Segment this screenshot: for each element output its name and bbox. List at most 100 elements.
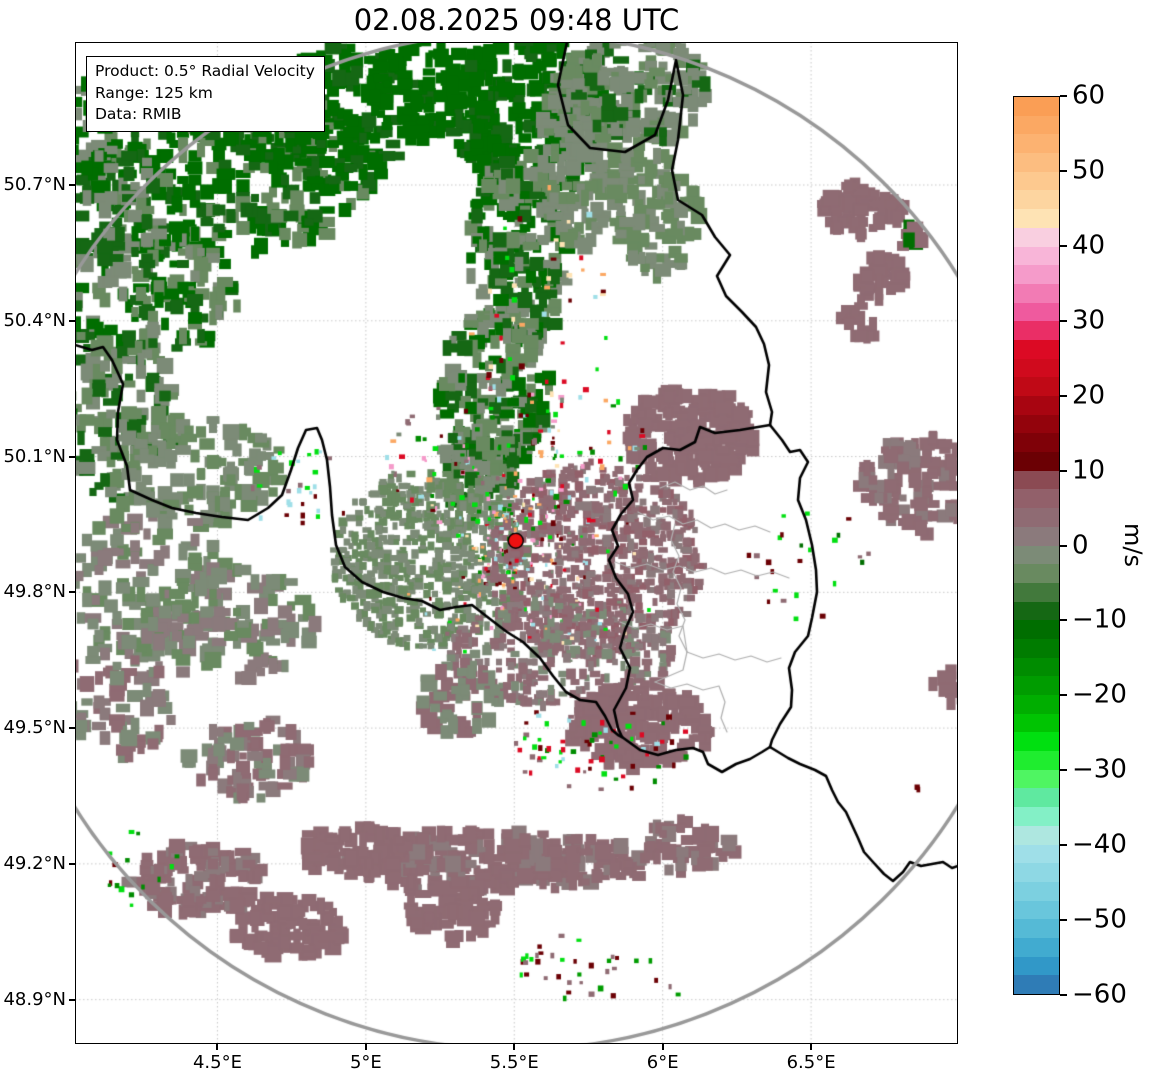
colorbar-band [1014, 339, 1059, 359]
colorbar-band [1014, 265, 1059, 284]
colorbar-tickmark [1060, 544, 1067, 547]
colorbar-tick-label: −60 [1072, 979, 1127, 1010]
colorbar-band [1014, 190, 1059, 210]
colorbar-band [1014, 414, 1059, 434]
colorbar-band [1014, 246, 1059, 266]
colorbar-band [1014, 227, 1059, 247]
y-axis-tickmark [69, 862, 75, 865]
plot-title: 02.08.2025 09:48 UTC [353, 3, 680, 37]
colorbar-band [1014, 452, 1059, 471]
colorbar-band [1014, 209, 1059, 228]
colorbar-band [1014, 825, 1059, 845]
colorbar-band [1014, 470, 1059, 490]
y-axis-tickmark [69, 998, 75, 1001]
y-axis-tick-label: 50.1°N [3, 445, 66, 467]
colorbar-band [1014, 545, 1059, 565]
colorbar-band [1014, 358, 1059, 378]
x-axis-tickmark [810, 1044, 813, 1050]
colorbar-band [1014, 807, 1059, 826]
colorbar-band [1014, 489, 1059, 509]
colorbar-band [1014, 153, 1059, 172]
x-axis-tick-label: 6°E [646, 1052, 679, 1073]
colorbar-tickmark [1060, 844, 1067, 847]
colorbar-tickmark [1060, 244, 1067, 247]
colorbar-band [1014, 283, 1059, 303]
x-axis-tickmark [216, 1044, 219, 1050]
colorbar-band [1014, 732, 1059, 752]
info-line-data: Data: RMIB [95, 105, 182, 124]
colorbar-band [1014, 881, 1059, 901]
colorbar-band [1014, 377, 1059, 396]
colorbar-band [1014, 676, 1059, 695]
colorbar-tickmark [1060, 694, 1067, 697]
colorbar-band [1014, 134, 1059, 154]
colorbar-band [1014, 564, 1059, 583]
colorbar-tickmark [1060, 769, 1067, 772]
colorbar-band [1014, 937, 1059, 957]
y-axis-tick-label: 49.2°N [3, 852, 66, 874]
y-axis-tickmark [69, 319, 75, 322]
colorbar-band [1014, 975, 1059, 994]
colorbar-tickmark [1060, 619, 1067, 622]
x-axis-tick-label: 5°E [349, 1052, 382, 1073]
colorbar [1013, 96, 1060, 995]
colorbar-unit-label: m/s [1119, 523, 1147, 567]
colorbar-band [1014, 433, 1059, 453]
info-line-product: Product: 0.5° Radial Velocity [95, 62, 315, 80]
y-axis-tickmark [69, 591, 75, 594]
colorbar-band [1014, 956, 1059, 976]
colorbar-band [1014, 657, 1059, 677]
x-axis-tick-label: 6.5°E [786, 1052, 836, 1073]
colorbar-band [1014, 171, 1059, 191]
colorbar-tick-label: 20 [1072, 380, 1106, 411]
colorbar-band [1014, 751, 1059, 770]
y-axis-tick-label: 48.9°N [3, 988, 66, 1010]
colorbar-tickmark [1060, 994, 1067, 996]
colorbar-band [1014, 97, 1059, 116]
colorbar-band [1014, 788, 1059, 808]
y-axis-tick-label: 49.8°N [3, 581, 66, 603]
y-axis-tickmark [69, 727, 75, 730]
colorbar-tick-label: 0 [1072, 529, 1089, 560]
colorbar-band [1014, 620, 1059, 639]
y-axis-tickmark [69, 184, 75, 186]
colorbar-band [1014, 582, 1059, 602]
colorbar-tick-label: 40 [1072, 230, 1106, 261]
colorbar-band [1014, 695, 1059, 714]
colorbar-band [1014, 769, 1059, 789]
x-axis-tick-label: 4.5°E [192, 1052, 242, 1073]
colorbar-band [1014, 115, 1059, 135]
colorbar-band [1014, 508, 1059, 527]
colorbar-band [1014, 919, 1059, 938]
colorbar-band [1014, 844, 1059, 864]
colorbar-tickmark [1060, 169, 1067, 172]
colorbar-tick-label: 50 [1072, 155, 1106, 186]
y-axis-tick-label: 50.4°N [3, 309, 66, 331]
colorbar-band [1014, 396, 1059, 415]
y-axis-tick-label: 49.5°N [3, 717, 66, 739]
colorbar-tick-label: 30 [1072, 305, 1106, 336]
colorbar-band [1014, 638, 1059, 658]
colorbar-tick-label: 60 [1072, 80, 1106, 111]
colorbar-band [1014, 302, 1059, 322]
colorbar-band [1014, 713, 1059, 733]
colorbar-tick-label: −40 [1072, 829, 1127, 860]
colorbar-band [1014, 601, 1059, 621]
colorbar-tickmark [1060, 95, 1067, 97]
colorbar-tickmark [1060, 394, 1067, 397]
colorbar-band [1014, 321, 1059, 340]
y-axis-tick-label: 50.7°N [3, 174, 66, 196]
colorbar-tickmark [1060, 919, 1067, 922]
colorbar-tick-label: 10 [1072, 454, 1106, 485]
product-info-box: Product: 0.5° Radial Velocity Range: 125… [86, 56, 325, 133]
colorbar-tick-label: −20 [1072, 679, 1127, 710]
x-axis-tick-label: 5.5°E [489, 1052, 539, 1073]
info-line-range: Range: 125 km [95, 83, 213, 102]
x-axis-tickmark [513, 1044, 516, 1050]
colorbar-band [1014, 863, 1059, 882]
colorbar-tickmark [1060, 469, 1067, 472]
colorbar-band [1014, 900, 1059, 920]
colorbar-tick-label: −30 [1072, 754, 1127, 785]
colorbar-tickmark [1060, 319, 1067, 322]
